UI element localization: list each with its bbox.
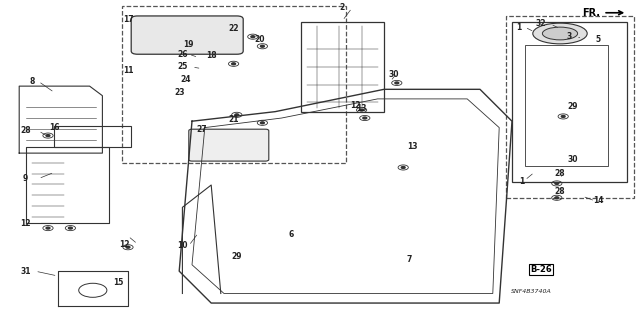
Text: SNF4B3740A: SNF4B3740A: [511, 289, 552, 294]
Text: 23: 23: [174, 88, 184, 97]
Text: 7: 7: [407, 256, 412, 264]
Text: 27: 27: [196, 125, 207, 134]
Circle shape: [561, 115, 565, 117]
Circle shape: [260, 45, 264, 47]
Text: 29: 29: [568, 102, 578, 111]
Circle shape: [363, 117, 367, 119]
Text: 22: 22: [228, 24, 239, 33]
Bar: [506, 16, 634, 198]
Text: 13: 13: [408, 142, 418, 151]
Circle shape: [235, 114, 239, 116]
Bar: [301, 22, 384, 112]
Ellipse shape: [543, 27, 578, 40]
Circle shape: [360, 109, 364, 111]
Bar: [54, 126, 131, 147]
Text: 32: 32: [536, 19, 546, 28]
Text: 12: 12: [120, 240, 130, 249]
Text: 1: 1: [519, 177, 524, 186]
Text: 30: 30: [388, 70, 399, 79]
Text: 20: 20: [254, 35, 264, 44]
Text: 25: 25: [177, 63, 188, 71]
Text: 29: 29: [232, 252, 242, 261]
Text: 8: 8: [29, 77, 35, 86]
Circle shape: [260, 122, 264, 124]
Text: 13: 13: [356, 104, 367, 113]
Circle shape: [46, 227, 50, 229]
Text: 12: 12: [350, 101, 360, 110]
Text: 18: 18: [206, 51, 216, 60]
Text: 21: 21: [228, 115, 239, 124]
Circle shape: [251, 36, 255, 38]
Text: 24: 24: [180, 75, 191, 84]
Text: 6: 6: [289, 230, 294, 239]
Text: 3: 3: [567, 32, 572, 41]
Circle shape: [555, 182, 559, 184]
Text: 28: 28: [20, 126, 31, 135]
Text: 31: 31: [20, 267, 31, 276]
Text: 10: 10: [177, 241, 188, 250]
Text: 2: 2: [340, 4, 345, 12]
Text: 16: 16: [49, 123, 60, 132]
Text: 26: 26: [177, 50, 188, 59]
Text: 28: 28: [555, 187, 565, 196]
Circle shape: [555, 197, 559, 199]
Bar: [122, 6, 346, 163]
FancyBboxPatch shape: [131, 16, 243, 54]
Ellipse shape: [532, 23, 588, 44]
Text: 28: 28: [555, 169, 565, 178]
Text: 14: 14: [593, 197, 604, 205]
Text: 15: 15: [113, 278, 124, 287]
Text: 30: 30: [568, 155, 578, 164]
FancyBboxPatch shape: [189, 129, 269, 161]
Text: 17: 17: [123, 15, 133, 24]
Text: 11: 11: [123, 66, 133, 75]
Text: FR.: FR.: [582, 8, 623, 18]
Circle shape: [46, 135, 50, 137]
Circle shape: [232, 63, 236, 65]
Bar: [525, 45, 608, 166]
Circle shape: [401, 167, 405, 168]
Bar: [512, 22, 627, 182]
Text: 12: 12: [20, 219, 31, 228]
Text: 5: 5: [596, 35, 601, 44]
Text: 9: 9: [23, 174, 28, 183]
Text: 19: 19: [184, 40, 194, 49]
Circle shape: [68, 227, 72, 229]
Circle shape: [395, 82, 399, 84]
Text: B-26: B-26: [530, 265, 552, 274]
Circle shape: [126, 246, 130, 248]
Text: 1: 1: [516, 23, 521, 32]
